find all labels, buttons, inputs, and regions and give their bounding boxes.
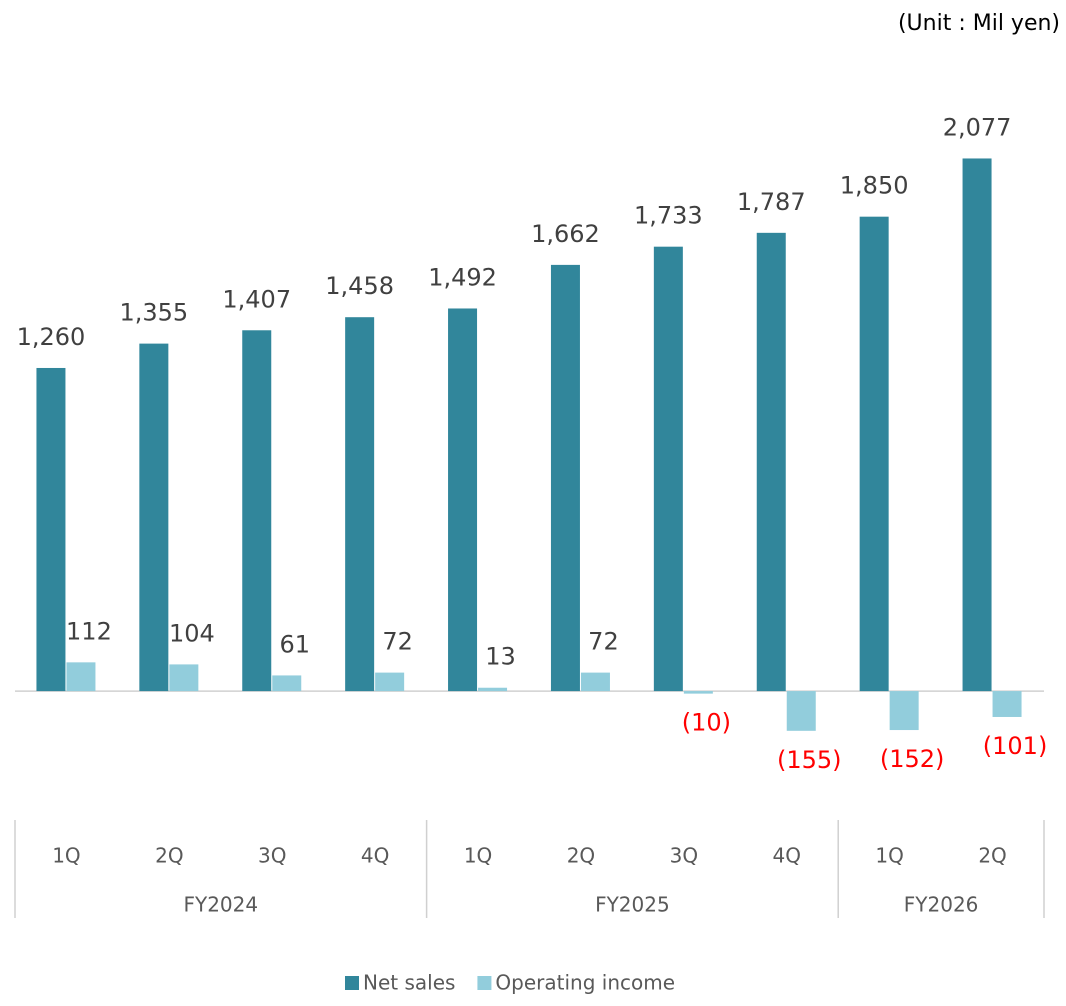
- bar: [756, 232, 786, 692]
- x-tick-label: 4Q: [773, 844, 801, 868]
- bar: [169, 664, 199, 692]
- data-label: 1,492: [428, 263, 497, 291]
- data-label: 112: [66, 617, 112, 645]
- data-label: 1,260: [17, 323, 86, 351]
- data-label: 72: [382, 628, 413, 656]
- legend-swatch: [477, 976, 492, 990]
- data-label: 1,787: [737, 188, 806, 216]
- bar: [653, 246, 683, 692]
- x-tick-label: 3Q: [258, 844, 286, 868]
- x-tick-label: 1Q: [464, 844, 492, 868]
- data-label: 1,662: [531, 220, 600, 248]
- bar: [889, 691, 919, 731]
- x-tick-label: 1Q: [875, 844, 903, 868]
- group-label: FY2026: [904, 893, 979, 917]
- legend-label: Net sales: [363, 971, 455, 995]
- data-label: 1,355: [119, 299, 188, 327]
- bar: [478, 687, 508, 692]
- data-label: (101): [983, 732, 1048, 760]
- x-tick-label: 4Q: [361, 844, 389, 868]
- bar: [66, 662, 96, 692]
- data-label: (152): [880, 745, 945, 773]
- data-label: 1,850: [840, 172, 909, 200]
- bar: [859, 216, 889, 692]
- data-label: (155): [777, 746, 842, 774]
- data-label: (10): [682, 709, 731, 737]
- bar: [375, 672, 405, 692]
- bar: [272, 675, 302, 692]
- bar: [683, 691, 713, 694]
- x-tick-label: 2Q: [978, 844, 1006, 868]
- group-label: FY2024: [183, 893, 258, 917]
- bar: [962, 158, 992, 692]
- x-tick-label: 2Q: [567, 844, 595, 868]
- data-label: 1,407: [222, 285, 291, 313]
- data-label: 72: [588, 628, 619, 656]
- x-tick-label: 3Q: [670, 844, 698, 868]
- bar: [242, 330, 272, 692]
- unit-label: (Unit : Mil yen): [898, 11, 1060, 36]
- bar: [580, 672, 610, 692]
- data-label: 2,077: [943, 113, 1012, 141]
- data-label: 13: [485, 643, 516, 671]
- bar: [550, 264, 580, 692]
- group-label: FY2025: [595, 893, 670, 917]
- bar: [139, 343, 169, 692]
- legend-swatch: [345, 976, 359, 990]
- bar: [992, 691, 1022, 717]
- data-label: 1,733: [634, 202, 703, 230]
- data-label: 1,458: [325, 272, 394, 300]
- x-tick-label: 2Q: [155, 844, 183, 868]
- data-label: 61: [279, 630, 310, 658]
- bar: [345, 317, 375, 692]
- bar: [786, 691, 816, 731]
- legend-label: Operating income: [495, 971, 675, 995]
- x-tick-label: 1Q: [52, 844, 80, 868]
- data-label: 104: [169, 619, 215, 647]
- bar: [36, 367, 66, 692]
- bar: [448, 308, 478, 692]
